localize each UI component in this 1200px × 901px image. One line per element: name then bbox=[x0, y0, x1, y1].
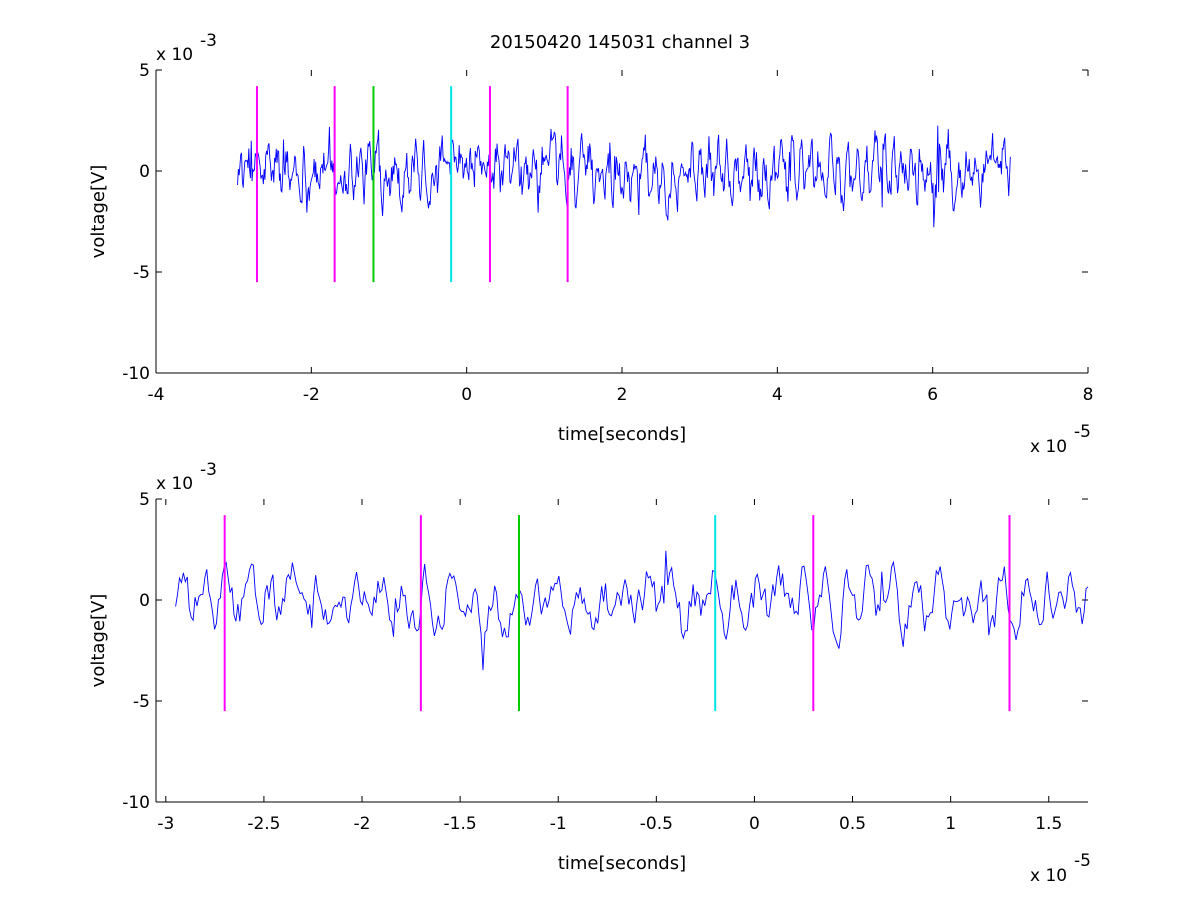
x-tick-label: -4 bbox=[148, 385, 165, 405]
x-multiplier: x 10 bbox=[1030, 866, 1067, 886]
y-tick-label: -5 bbox=[133, 263, 150, 283]
plot-bottom: -3 -2.5 -2 -1.5 -1 -0.5 0 0.5 1 1.5 5 0 -5 -10 x 10 -3 x… bbox=[88, 460, 1091, 886]
y-tick-label: 0 bbox=[139, 162, 150, 182]
x-tick-label: -0.5 bbox=[640, 814, 673, 834]
y-axis-label: voltage[V] bbox=[88, 594, 109, 688]
x-multiplier-exponent: -5 bbox=[1074, 851, 1091, 871]
x-tick-label: 8 bbox=[1083, 385, 1094, 405]
y-multiplier: x 10 bbox=[156, 45, 193, 65]
y-tick-label: 5 bbox=[139, 490, 150, 510]
x-tick-label: -1 bbox=[550, 814, 567, 834]
y-tick-label: -10 bbox=[122, 364, 150, 384]
y-tick-label: 5 bbox=[139, 61, 150, 81]
x-tick-label: -3 bbox=[157, 814, 174, 834]
signal-trace bbox=[175, 550, 1089, 671]
x-tick-label: 0.5 bbox=[839, 814, 866, 834]
y-axis-label: voltage[V] bbox=[88, 165, 109, 259]
x-tick-label: -2.5 bbox=[247, 814, 280, 834]
x-tick-label: -2 bbox=[354, 814, 371, 834]
y-tick-label: -10 bbox=[122, 793, 150, 813]
y-tick-label: 0 bbox=[139, 591, 150, 611]
x-tick-label: 4 bbox=[772, 385, 783, 405]
y-multiplier-exponent: -3 bbox=[200, 460, 217, 480]
figure-title: 20150420 145031 channel 3 bbox=[490, 32, 750, 53]
x-multiplier: x 10 bbox=[1030, 437, 1067, 457]
y-tick-label: -5 bbox=[133, 692, 150, 712]
x-tick-label: -2 bbox=[303, 385, 320, 405]
x-axis-label: time[seconds] bbox=[558, 853, 686, 874]
y-multiplier-exponent: -3 bbox=[200, 31, 217, 51]
x-tick-label: 2 bbox=[617, 385, 628, 405]
x-tick-label: 1.5 bbox=[1035, 814, 1062, 834]
x-axis-label: time[seconds] bbox=[558, 424, 686, 445]
x-tick-label: -1.5 bbox=[444, 814, 477, 834]
x-tick-label: 1 bbox=[945, 814, 956, 834]
signal-trace bbox=[237, 125, 1011, 228]
x-tick-label: 0 bbox=[461, 385, 472, 405]
x-tick-label: 6 bbox=[927, 385, 938, 405]
y-multiplier: x 10 bbox=[156, 474, 193, 494]
x-tick-label: 0 bbox=[749, 814, 760, 834]
plot-top: -4 -2 0 2 4 6 8 5 0 -5 -10 x 10 -3 x 10 -5 time[seconds… bbox=[88, 31, 1093, 457]
x-multiplier-exponent: -5 bbox=[1074, 422, 1091, 442]
